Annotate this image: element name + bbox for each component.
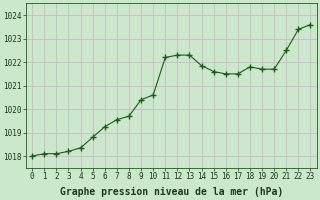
X-axis label: Graphe pression niveau de la mer (hPa): Graphe pression niveau de la mer (hPa) xyxy=(60,186,283,197)
